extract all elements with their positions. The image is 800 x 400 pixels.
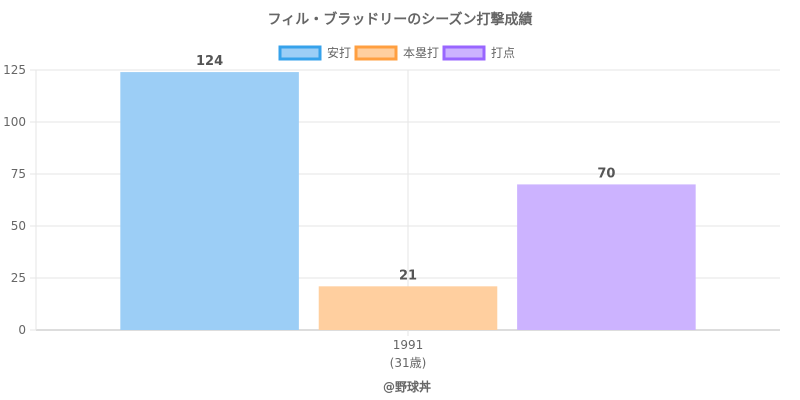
x-tick-sublabel: (31歳)	[390, 356, 427, 370]
y-tick-label: 50	[11, 219, 26, 233]
legend-label: 本塁打	[403, 46, 439, 60]
legend-item[interactable]: 安打	[278, 45, 351, 61]
bar[interactable]	[318, 286, 498, 330]
y-axis: 0 25 50 75 100 125	[3, 63, 37, 337]
x-tick-label: 1991	[393, 338, 424, 352]
data-label: 21	[399, 268, 417, 283]
legend-label: 打点	[491, 46, 515, 60]
bar[interactable]	[517, 184, 696, 330]
legend-label: 安打	[327, 45, 351, 60]
legend-item[interactable]: 打点	[442, 45, 515, 61]
bar[interactable]	[120, 72, 299, 330]
credit-text: @野球丼	[383, 379, 431, 394]
legend-swatch	[354, 45, 398, 61]
x-axis: 1991 (31歳)	[390, 338, 427, 370]
legend-swatch	[442, 45, 486, 61]
y-tick-label: 125	[3, 63, 26, 77]
data-label: 70	[597, 166, 615, 181]
data-label: 124	[196, 54, 223, 69]
bars	[120, 72, 696, 330]
data-labels: 124 21 70	[196, 54, 615, 283]
chart-title: フィル・ブラッドリーのシーズン打撃成績	[267, 11, 532, 28]
y-tick-label: 100	[3, 115, 26, 129]
legend-item[interactable]: 本塁打	[354, 45, 439, 61]
legend: 安打 本塁打 打点	[278, 45, 515, 61]
y-tick-label: 25	[11, 271, 26, 285]
y-tick-label: 75	[11, 167, 26, 181]
y-tick-label: 0	[18, 323, 26, 337]
legend-swatch	[278, 45, 322, 61]
